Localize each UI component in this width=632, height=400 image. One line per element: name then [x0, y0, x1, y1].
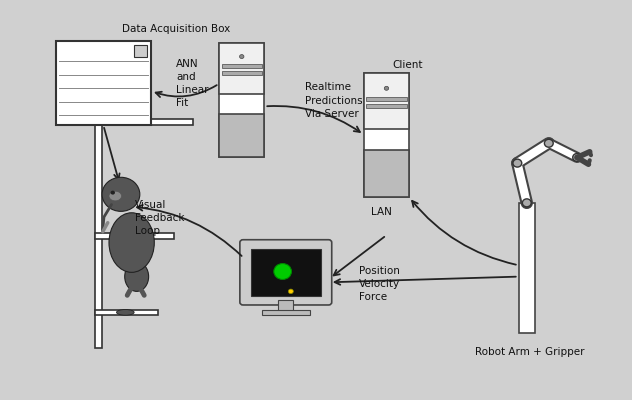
Bar — [222, 71, 262, 75]
Bar — [364, 150, 409, 197]
Circle shape — [523, 199, 531, 207]
Circle shape — [240, 54, 244, 58]
Text: Client: Client — [392, 60, 423, 70]
Circle shape — [274, 264, 291, 280]
Bar — [219, 43, 264, 94]
Bar — [367, 104, 406, 108]
Bar — [364, 74, 409, 197]
Circle shape — [111, 191, 115, 195]
Text: Visual
Feedback
Loop: Visual Feedback Loop — [135, 200, 185, 236]
Text: Robot Arm + Gripper: Robot Arm + Gripper — [475, 347, 584, 357]
Circle shape — [513, 159, 522, 167]
Bar — [133, 44, 147, 57]
Text: Data Acquisition Box: Data Acquisition Box — [122, 24, 231, 34]
Circle shape — [384, 86, 389, 90]
Bar — [219, 114, 264, 158]
Bar — [95, 234, 174, 238]
Bar — [278, 300, 293, 311]
Bar — [95, 64, 102, 348]
Ellipse shape — [125, 262, 149, 291]
Ellipse shape — [109, 213, 154, 272]
Bar — [56, 41, 151, 125]
Bar — [364, 74, 409, 129]
Bar — [219, 43, 264, 158]
Bar — [222, 64, 262, 68]
Bar — [95, 119, 193, 125]
Text: Realtime
Predictions
Via Server: Realtime Predictions Via Server — [305, 82, 362, 119]
Text: LAN: LAN — [372, 208, 392, 218]
Bar — [262, 310, 310, 315]
Circle shape — [288, 289, 293, 294]
Ellipse shape — [116, 310, 134, 315]
Text: Position
Velocity
Force: Position Velocity Force — [359, 266, 400, 302]
FancyBboxPatch shape — [240, 240, 332, 305]
Bar — [367, 97, 406, 101]
Circle shape — [573, 154, 581, 162]
Text: ANN
and
Linear
Fit: ANN and Linear Fit — [176, 59, 209, 108]
Ellipse shape — [109, 191, 121, 201]
Bar — [250, 249, 321, 296]
Bar — [95, 310, 159, 315]
Circle shape — [102, 177, 140, 211]
Circle shape — [544, 139, 553, 147]
Bar — [519, 203, 535, 333]
